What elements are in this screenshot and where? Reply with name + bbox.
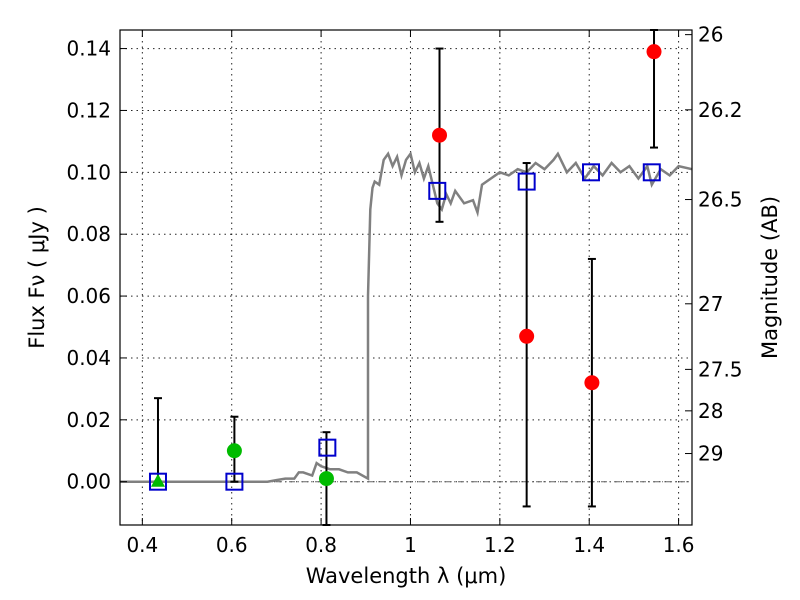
plot-frame (119, 29, 693, 526)
model-bandpass-point-3 (428, 181, 447, 200)
x-axis-label: Wavelength λ (μm) (306, 564, 507, 588)
detection-point-1 (519, 328, 535, 344)
y-tick-label-7: 0.14 (66, 37, 111, 61)
y-tick-label-1: 0.02 (66, 408, 111, 432)
x-tick-label-5: 1.4 (573, 533, 605, 557)
x-tick-label-0: 0.4 (126, 533, 158, 557)
y2-tick-label-6: 29 (698, 442, 723, 466)
detection-point-2 (584, 375, 600, 391)
model-bandpass-point-4 (517, 172, 536, 191)
model-sed-line (120, 150, 693, 483)
model-bandpass-point-2 (318, 438, 337, 457)
model-bandpass-point-1 (225, 472, 244, 491)
y2-tick-label-4: 27.5 (698, 357, 743, 381)
model-bandpass-point-0 (148, 472, 167, 491)
y-tick-label-5: 0.10 (66, 160, 111, 184)
nondetection-point-2 (318, 471, 334, 487)
nondetection-point-1 (226, 443, 242, 459)
y-tick-label-2: 0.04 (66, 346, 111, 370)
y2-tick-label-1: 26.2 (698, 98, 743, 122)
axis-ticks: 0.4 0.6 0.8 1 1.2 1.4 1.6 0.00 0.02 0.04 0.06 0.08 0… (66, 23, 742, 557)
y2-tick-label-2: 26.5 (698, 188, 743, 212)
x-tick-label-6: 1.6 (663, 533, 695, 557)
y2-tick-label-3: 27 (698, 292, 723, 316)
y-axis-label: Flux Fν ( μJy ) (25, 206, 49, 349)
x-tick-label-3: 1 (404, 533, 417, 557)
model-bandpass-point-6 (642, 163, 661, 182)
model-bandpass-point-5 (582, 163, 601, 182)
detection-point-3 (646, 44, 662, 60)
x-tick-label-4: 1.2 (484, 533, 516, 557)
y2-axis-label: Magnitude (AB) (758, 196, 782, 359)
detection-point-0 (432, 127, 448, 143)
y-tick-label-4: 0.08 (66, 222, 111, 246)
y-tick-label-6: 0.12 (66, 98, 111, 122)
y2-tick-label-0: 26 (698, 23, 723, 47)
data-marks (148, 29, 662, 526)
y2-tick-label-5: 28 (698, 399, 723, 423)
y-tick-label-0: 0.00 (66, 470, 111, 494)
x-tick-label-1: 0.6 (216, 533, 248, 557)
x-tick-label-2: 0.8 (305, 533, 337, 557)
nondetection-point-0 (150, 473, 165, 487)
y-tick-label-3: 0.06 (66, 284, 111, 308)
